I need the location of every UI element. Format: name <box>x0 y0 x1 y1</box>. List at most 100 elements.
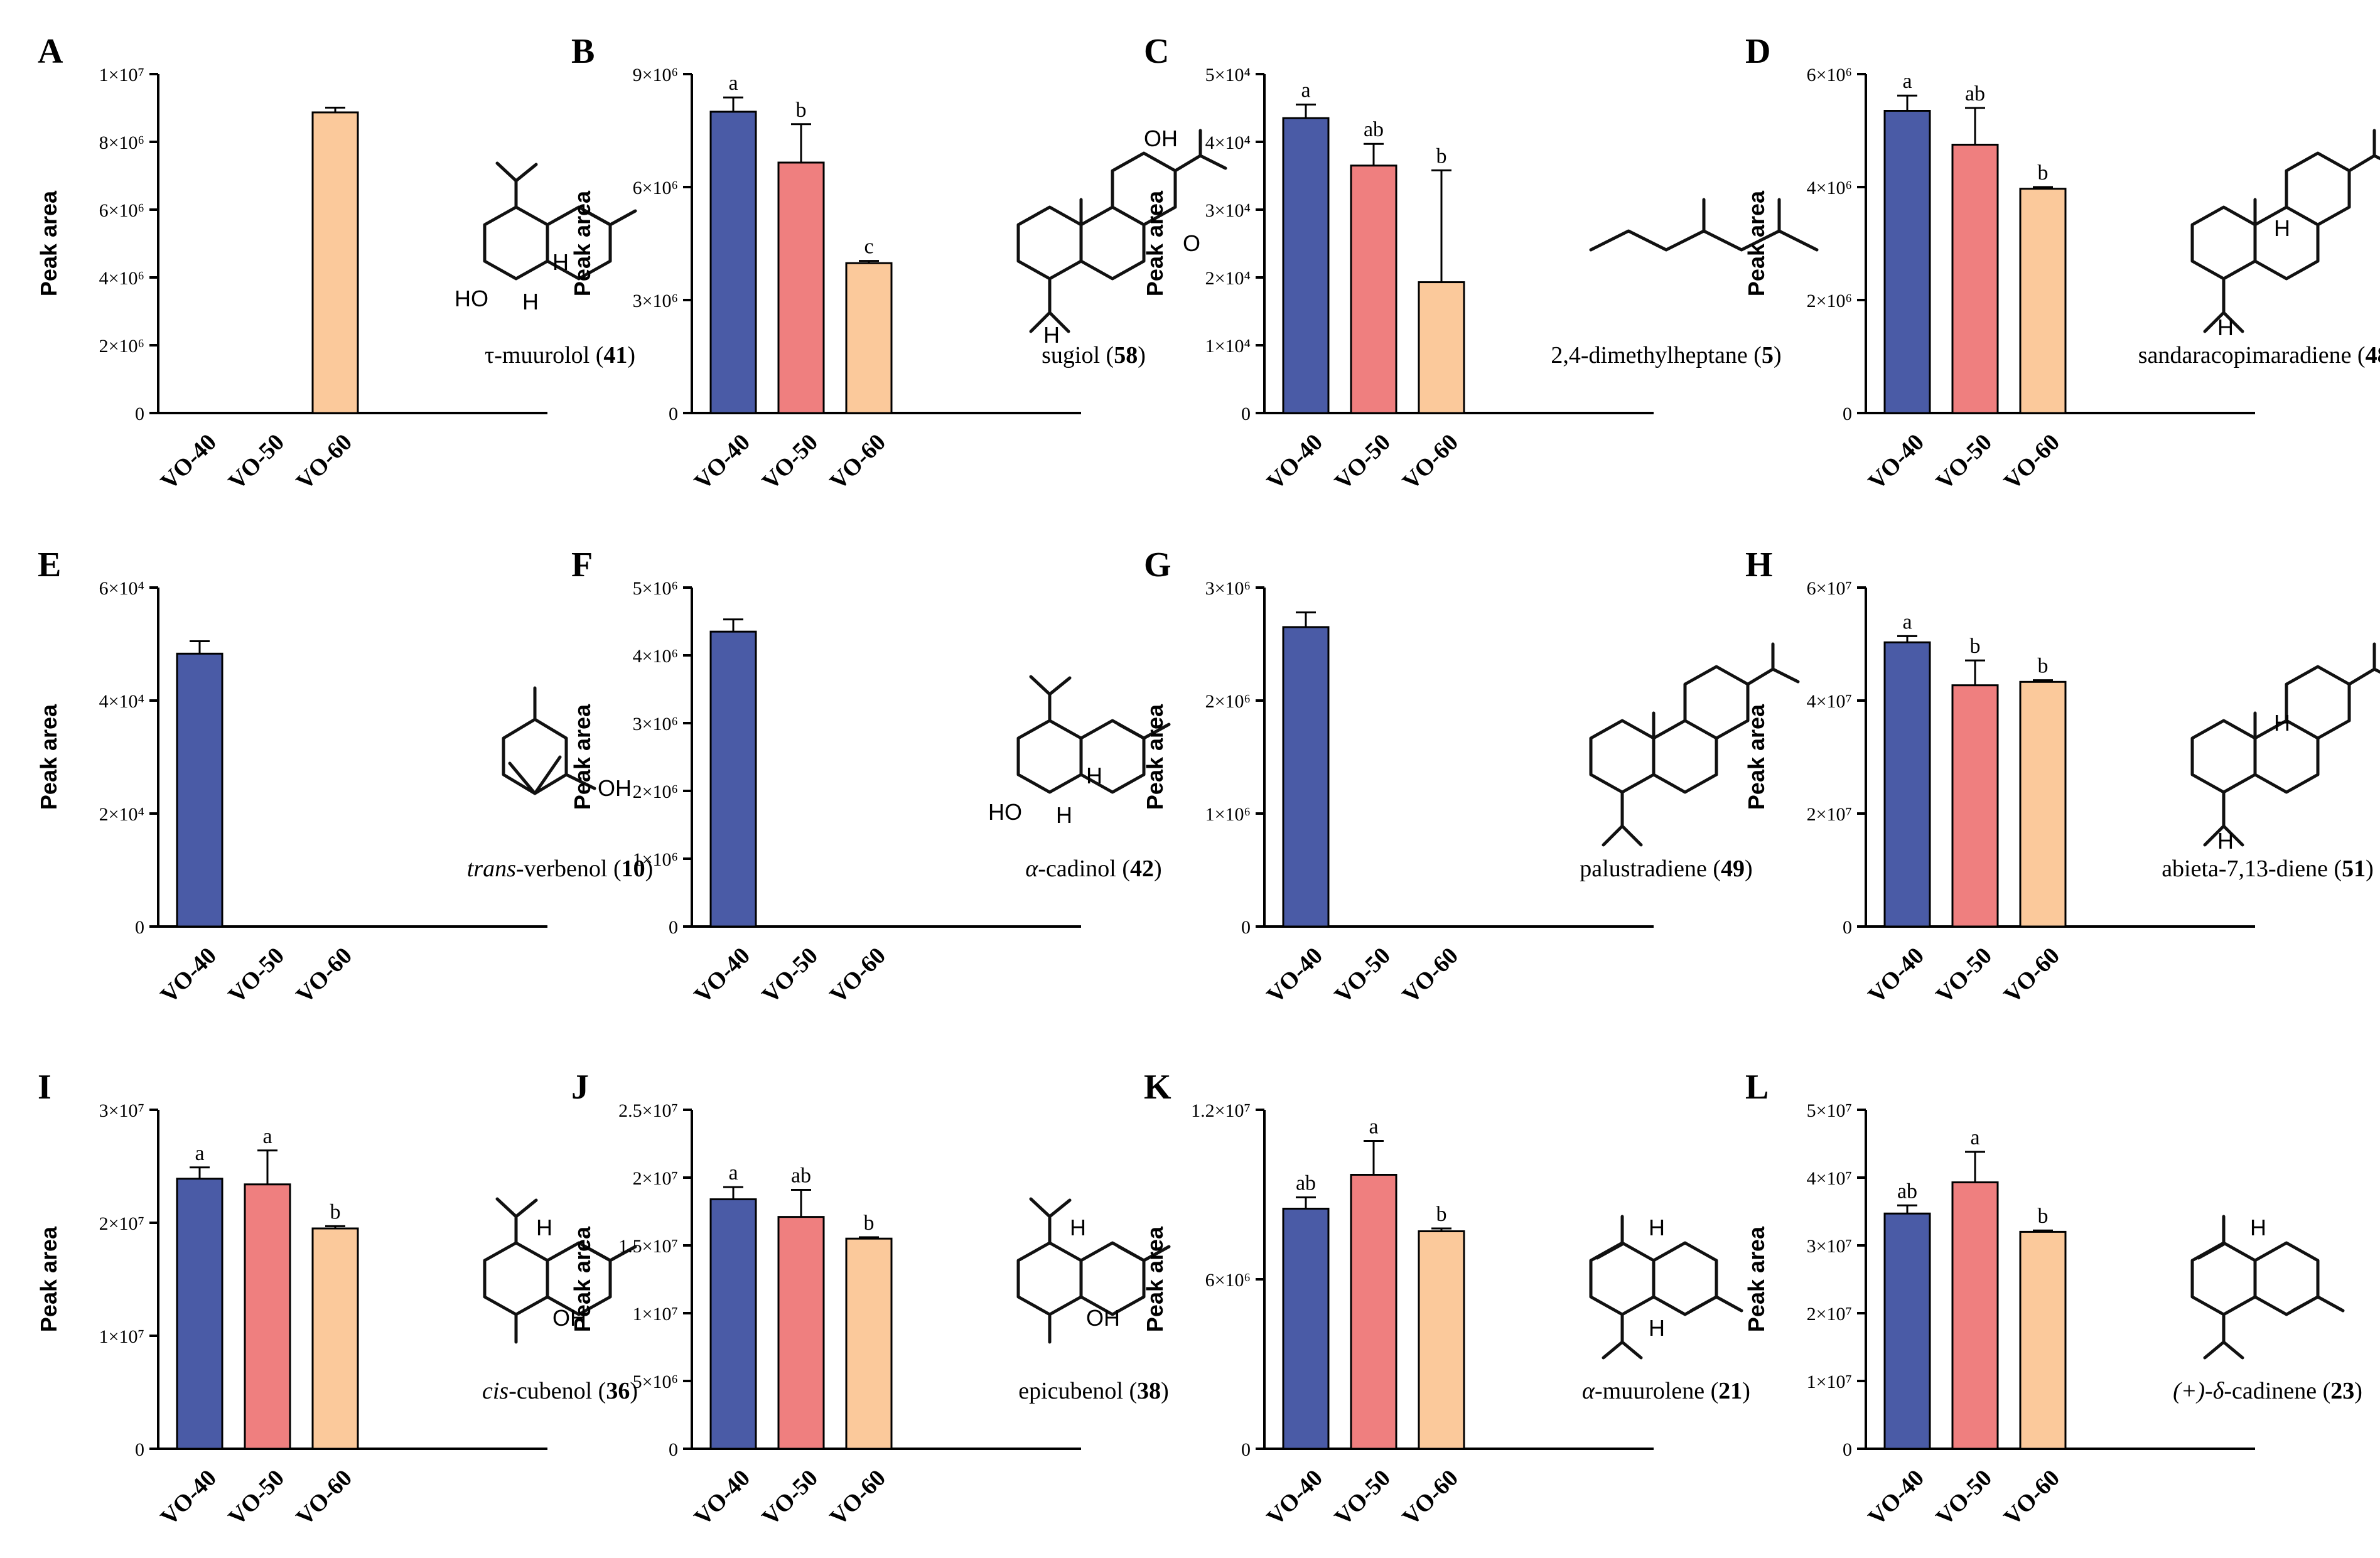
panel-label: L <box>1745 1068 1769 1107</box>
y-tick-label: 1×10⁶ <box>633 849 678 870</box>
compound-number: 48 <box>2366 342 2380 368</box>
compound-name: sandaracopimaradiene ( <box>2138 342 2366 368</box>
y-tick-label: 6×10⁶ <box>1205 1270 1251 1291</box>
panel-label: B <box>571 32 595 71</box>
y-tick-label: 0 <box>1241 1439 1251 1460</box>
compound-number: 21 <box>1718 1378 1742 1404</box>
y-tick-label: 3×10⁷ <box>1807 1236 1852 1257</box>
bar-vo-60 <box>311 1227 359 1450</box>
structure-bond <box>483 205 549 281</box>
compound-label: cis-cubenol (36) <box>482 1378 638 1404</box>
y-tick-label: 0 <box>669 917 678 938</box>
bar-vo-40 <box>1282 626 1330 928</box>
compound-number: 38 <box>1137 1378 1161 1404</box>
y-tick-label: 0 <box>1843 1439 1852 1460</box>
x-tick-label: VO-40 <box>1262 429 1328 495</box>
y-tick-label: 6×10⁶ <box>1807 65 1852 85</box>
panel-label: E <box>38 545 61 584</box>
chart-panel-b: B 0 3×10⁶ 6×10⁶ 9×10⁶ Peak area a VO-40 b VO-50 c V… <box>569 32 1227 495</box>
y-tick-label: 3×10⁴ <box>1205 200 1251 221</box>
y-tick-label: 1×10⁷ <box>99 65 144 85</box>
structure-atom-label: OH <box>598 775 632 801</box>
compound-dash: - <box>2224 1378 2232 1404</box>
chart-panel-h: H 0 2×10⁷ 4×10⁷ 6×10⁷ Peak area a VO-40 b VO-50 b V… <box>1743 545 2380 1009</box>
compound-label: α-cadinol (42) <box>1025 856 1161 882</box>
bar-vo-40 <box>1282 1208 1330 1450</box>
significance-letter: ab <box>1364 118 1384 141</box>
structure-atom-label: H <box>1086 763 1102 788</box>
bar-vo-60 <box>845 1237 893 1450</box>
significance-letter: ab <box>1296 1172 1316 1195</box>
panel-label: K <box>1144 1068 1171 1107</box>
bar-vo-50 <box>1350 164 1397 414</box>
x-tick-label: VO-40 <box>689 1464 755 1530</box>
bar-vo-60 <box>1418 281 1465 414</box>
structure-bond <box>495 1197 637 1344</box>
compound-close: ) <box>2354 1378 2362 1404</box>
x-tick-label: VO-40 <box>1262 1464 1328 1530</box>
y-tick-label: 2×10⁷ <box>1807 1304 1852 1324</box>
bar-vo-40 <box>176 652 223 928</box>
y-tick-label: 4×10⁷ <box>1807 1168 1852 1189</box>
y-tick-label: 4×10⁴ <box>1205 132 1251 153</box>
structure-atom-label: H <box>522 289 539 314</box>
bar-vo-60 <box>1418 1230 1465 1450</box>
x-tick-label: VO-50 <box>1330 942 1396 1008</box>
compound-label: τ-muurolol (41) <box>485 342 635 368</box>
y-tick-label: 2×10⁴ <box>99 804 144 825</box>
bar-vo-60 <box>845 262 893 414</box>
significance-letter: ab <box>791 1164 811 1187</box>
y-axis-label: Peak area <box>569 190 595 296</box>
panel-label: I <box>38 1068 51 1107</box>
y-tick-label: 0 <box>1843 917 1852 938</box>
structure-bond <box>1016 1241 1083 1316</box>
y-tick-label: 4×10⁶ <box>1807 178 1852 198</box>
compound-dash: - <box>516 856 524 882</box>
bar-vo-50 <box>1951 1181 1999 1450</box>
structure-atom-label: H <box>1056 802 1072 828</box>
x-tick-label: VO-50 <box>223 1464 289 1530</box>
compound-dash: - <box>1038 856 1046 882</box>
x-tick-label: VO-40 <box>689 429 755 495</box>
structure-atom-label: H <box>2217 314 2234 340</box>
compound-label: sugiol (58) <box>1042 342 1146 368</box>
chart-panel-j: J 0 5×10⁶ 1×10⁷ 1.5×10⁷ 2×10⁷ 2.5×10⁷ Peak area… <box>569 1068 1171 1531</box>
compound-close: ) <box>1161 1378 1169 1404</box>
bar-vo-40 <box>709 1198 757 1450</box>
bar-vo-50 <box>1951 144 1999 414</box>
significance-letter: a <box>1301 79 1310 102</box>
significance-letter: a <box>1369 1115 1378 1139</box>
y-tick-label: 0 <box>1843 404 1852 424</box>
structure-atom-label: O <box>1183 230 1200 256</box>
y-tick-label: 4×10⁷ <box>1807 691 1852 712</box>
y-tick-label: 1×10⁴ <box>1205 336 1251 357</box>
significance-letter: a <box>1902 610 1912 633</box>
x-tick-label: VO-60 <box>825 942 891 1008</box>
significance-letter: a <box>728 1161 738 1185</box>
structure-atom-label: OH <box>1086 1305 1120 1331</box>
compound-close: ) <box>1138 342 1146 368</box>
x-tick-label: VO-50 <box>1931 429 1997 495</box>
significance-letter: b <box>1436 1203 1447 1226</box>
compound-number: 10 <box>622 856 645 882</box>
y-tick-label: 5×10⁶ <box>633 1372 678 1392</box>
compound-prefix: α <box>1582 1378 1595 1404</box>
compound-name: τ-muurolol ( <box>485 342 603 368</box>
compound-label: (+)-δ-cadinene (23) <box>2173 1378 2362 1404</box>
x-tick-label: VO-60 <box>825 429 891 495</box>
panel-label: J <box>571 1068 589 1107</box>
structure-bond <box>2347 129 2380 173</box>
y-tick-label: 2×10⁶ <box>1205 691 1251 712</box>
compound-prefix: (+)-δ <box>2173 1378 2225 1404</box>
compound-name: abieta-7,13-diene ( <box>2162 856 2342 882</box>
significance-letter: b <box>864 1211 875 1235</box>
compound-close: ) <box>645 856 654 882</box>
y-tick-label: 6×10⁶ <box>99 200 144 221</box>
bar-vo-50 <box>244 1183 291 1450</box>
compound-name: 2,4-dimethylheptane ( <box>1551 342 1762 368</box>
compound-close: ) <box>1745 856 1753 882</box>
panel-label: G <box>1144 545 1171 584</box>
bar-vo-60 <box>311 111 359 414</box>
structure-atom-label: H <box>536 1215 552 1240</box>
compound-name: palustradiene ( <box>1580 856 1721 882</box>
